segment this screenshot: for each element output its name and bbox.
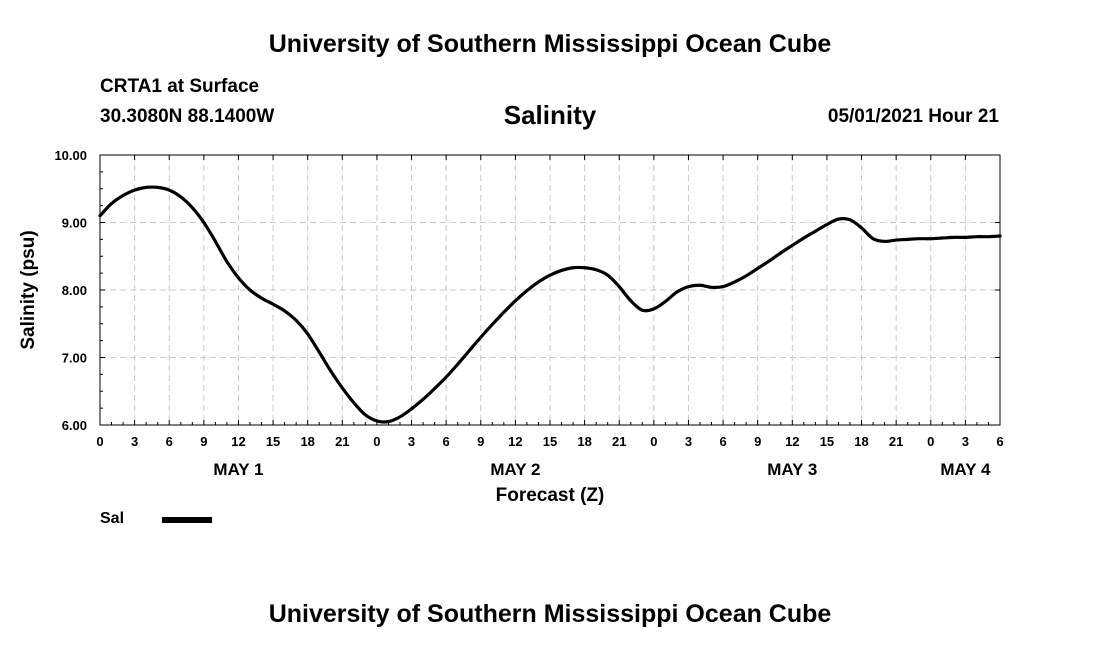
x-tick-label: 12 [231, 434, 245, 449]
x-tick-label: 0 [96, 434, 103, 449]
x-tick-label: 12 [508, 434, 522, 449]
x-tick-label: 9 [200, 434, 207, 449]
x-tick-label: 15 [266, 434, 280, 449]
forecast-datetime: 05/01/2021 Hour 21 [827, 106, 999, 127]
legend-label: Sal [100, 510, 125, 527]
x-tick-label: 0 [650, 434, 657, 449]
parameter-title: Salinity [503, 100, 597, 130]
x-tick-label: 18 [577, 434, 591, 449]
x-tick-label: 3 [962, 434, 969, 449]
y-tick-label: 10.00 [54, 148, 87, 163]
x-tick-label: 9 [477, 434, 484, 449]
y-tick-label: 6.00 [62, 418, 87, 433]
chart-footer-title: University of Southern Mississippi Ocean… [268, 600, 832, 628]
x-tick-label: 6 [166, 434, 173, 449]
day-label: MAY 4 [940, 460, 991, 479]
day-label: MAY 3 [767, 460, 817, 479]
x-tick-label: 6 [719, 434, 726, 449]
day-label: MAY 1 [213, 460, 263, 479]
x-tick-label: 3 [408, 434, 415, 449]
series-layer [98, 185, 1002, 424]
x-tick-label: 0 [927, 434, 934, 449]
y-tick-label: 8.00 [62, 283, 87, 298]
axis-labels: 0 3 6 9 12 15 18 21 0 3 6 9 12 15 18 21 0 3 6 9 12 15 18 21 0 3 6 6… [18, 148, 1004, 506]
x-tick-label: 18 [300, 434, 314, 449]
x-tick-label: 0 [373, 434, 380, 449]
series-line-sal [98, 185, 1002, 424]
grid-lines [100, 155, 1000, 425]
x-tick-label: 6 [996, 434, 1003, 449]
x-tick-label: 18 [854, 434, 868, 449]
x-tick-label: 3 [131, 434, 138, 449]
x-tick-label: 6 [443, 434, 450, 449]
y-axis-title: Salinity (psu) [18, 230, 39, 349]
chart-header-title: University of Southern Mississippi Ocean… [268, 30, 832, 58]
legend-line-swatch [162, 517, 212, 523]
coordinates-label: 30.3080N 88.1400W [100, 106, 275, 127]
x-tick-label: 9 [754, 434, 761, 449]
y-tick-label: 7.00 [62, 351, 87, 366]
x-tick-label: 15 [543, 434, 557, 449]
x-tick-label: 21 [889, 434, 903, 449]
x-tick-label: 15 [820, 434, 834, 449]
x-tick-label: 3 [685, 434, 692, 449]
x-tick-label: 21 [335, 434, 349, 449]
station-label: CRTA1 at Surface [100, 76, 260, 97]
x-tick-label: 21 [612, 434, 626, 449]
x-tick-label: 12 [785, 434, 799, 449]
y-tick-label: 9.00 [62, 216, 87, 231]
axis-ticks [99, 154, 1001, 426]
x-axis-title: Forecast (Z) [496, 485, 605, 506]
day-label: MAY 2 [490, 460, 540, 479]
